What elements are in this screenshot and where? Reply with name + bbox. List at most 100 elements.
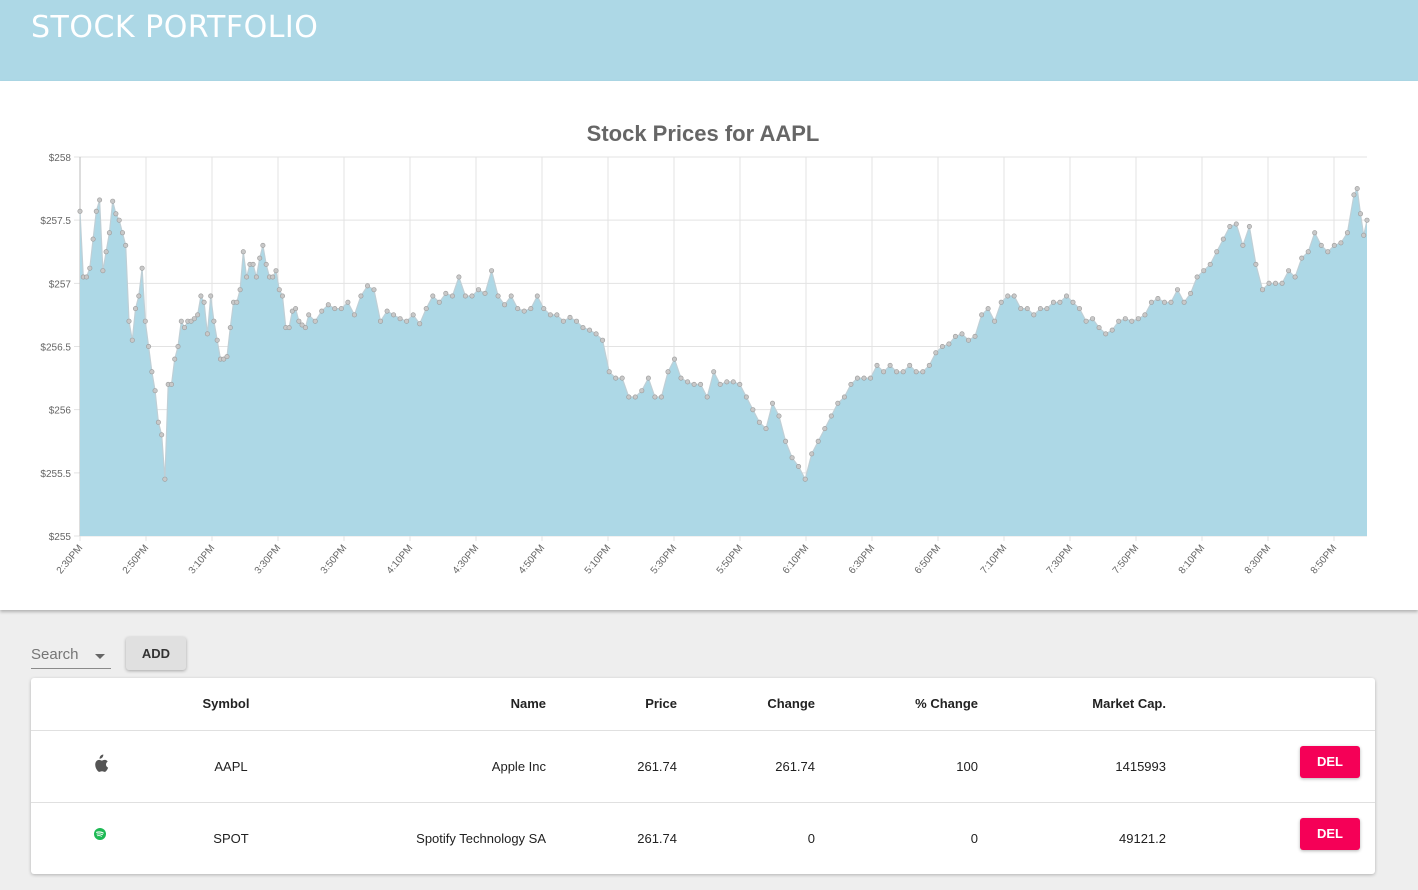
- data-point: [237, 287, 243, 293]
- data-point: [1188, 290, 1194, 296]
- data-point: [1005, 293, 1011, 299]
- data-point: [626, 394, 632, 400]
- data-point: [299, 322, 305, 328]
- data-point: [900, 369, 906, 375]
- data-point: [776, 413, 782, 419]
- data-point: [645, 375, 651, 381]
- y-tick-label: $257: [49, 279, 72, 290]
- header-symbol[interactable]: Symbol: [202, 696, 250, 711]
- data-point: [489, 268, 495, 274]
- data-point: [913, 369, 919, 375]
- data-point: [110, 198, 116, 204]
- x-tick-label: 5:30PM: [649, 543, 680, 576]
- data-point: [116, 217, 122, 223]
- add-button[interactable]: ADD: [126, 637, 186, 670]
- apple-icon: [95, 754, 109, 772]
- data-point: [443, 290, 449, 296]
- data-point: [351, 312, 357, 318]
- data-point: [750, 407, 756, 413]
- data-point: [639, 388, 645, 394]
- data-point: [946, 341, 952, 347]
- data-point: [133, 306, 139, 312]
- data-point: [691, 381, 697, 387]
- data-point: [1057, 299, 1063, 305]
- data-point: [106, 230, 112, 236]
- data-point: [1279, 280, 1285, 286]
- header-pct-change[interactable]: % Change: [915, 696, 978, 711]
- data-point: [1175, 287, 1181, 293]
- data-point: [965, 337, 971, 343]
- data-point: [1260, 287, 1266, 293]
- dropdown-arrow-icon: [95, 654, 105, 659]
- x-tick-label: 3:10PM: [187, 543, 218, 576]
- data-point: [384, 308, 390, 314]
- data-point: [1286, 268, 1292, 274]
- data-point: [188, 318, 194, 324]
- data-point: [1358, 211, 1364, 217]
- data-point: [841, 394, 847, 400]
- search-placeholder: Search: [31, 646, 79, 663]
- data-point: [1338, 240, 1344, 246]
- data-point: [939, 343, 945, 349]
- data-point: [933, 350, 939, 356]
- data-point: [587, 327, 593, 333]
- delete-button[interactable]: DEL: [1300, 818, 1360, 850]
- data-point: [593, 331, 599, 337]
- data-point: [214, 337, 220, 343]
- data-point: [1116, 318, 1122, 324]
- data-point: [257, 255, 263, 261]
- data-point: [306, 312, 312, 318]
- data-point: [198, 293, 204, 299]
- data-point: [515, 306, 521, 312]
- data-point: [417, 321, 423, 327]
- data-point: [142, 318, 148, 324]
- market-cap-cell: 1415993: [1115, 759, 1166, 774]
- x-tick-label: 4:50PM: [517, 543, 548, 576]
- data-point: [90, 236, 96, 242]
- data-point: [854, 375, 860, 381]
- data-point: [998, 299, 1004, 305]
- data-point: [1070, 299, 1076, 305]
- data-point: [887, 362, 893, 368]
- search-select[interactable]: Search: [31, 640, 111, 669]
- data-point: [1181, 299, 1187, 305]
- data-point: [1305, 249, 1311, 255]
- delete-button[interactable]: DEL: [1300, 746, 1360, 778]
- data-point: [698, 381, 704, 387]
- data-point: [554, 312, 560, 318]
- data-point: [809, 451, 815, 457]
- data-point: [730, 379, 736, 385]
- data-point: [959, 331, 965, 337]
- spotify-icon: [94, 828, 106, 840]
- header-change[interactable]: Change: [767, 696, 815, 711]
- data-point: [1155, 296, 1161, 302]
- data-point: [789, 455, 795, 461]
- data-point: [737, 381, 743, 387]
- header-price[interactable]: Price: [645, 696, 677, 711]
- data-point: [1318, 242, 1324, 248]
- data-point: [1011, 293, 1017, 299]
- data-point: [1233, 221, 1239, 227]
- data-point: [756, 419, 762, 425]
- data-point: [1220, 236, 1226, 242]
- data-point: [1109, 327, 1115, 333]
- header-market-cap[interactable]: Market Cap.: [1092, 696, 1166, 711]
- data-point: [1331, 242, 1337, 248]
- data-point: [1135, 316, 1141, 322]
- data-point: [671, 356, 677, 362]
- data-point: [312, 318, 318, 324]
- data-point: [250, 261, 256, 267]
- x-tick-label: 7:10PM: [979, 543, 1010, 576]
- header-name[interactable]: Name: [510, 696, 546, 711]
- data-point: [606, 369, 612, 375]
- data-point: [129, 337, 135, 343]
- data-point: [874, 362, 880, 368]
- data-point: [263, 261, 269, 267]
- x-tick-label: 4:10PM: [385, 543, 416, 576]
- data-point: [113, 211, 119, 217]
- data-point: [240, 249, 246, 255]
- y-tick-label: $258: [49, 153, 72, 164]
- data-point: [201, 299, 207, 305]
- data-point: [658, 394, 664, 400]
- data-point: [358, 293, 364, 299]
